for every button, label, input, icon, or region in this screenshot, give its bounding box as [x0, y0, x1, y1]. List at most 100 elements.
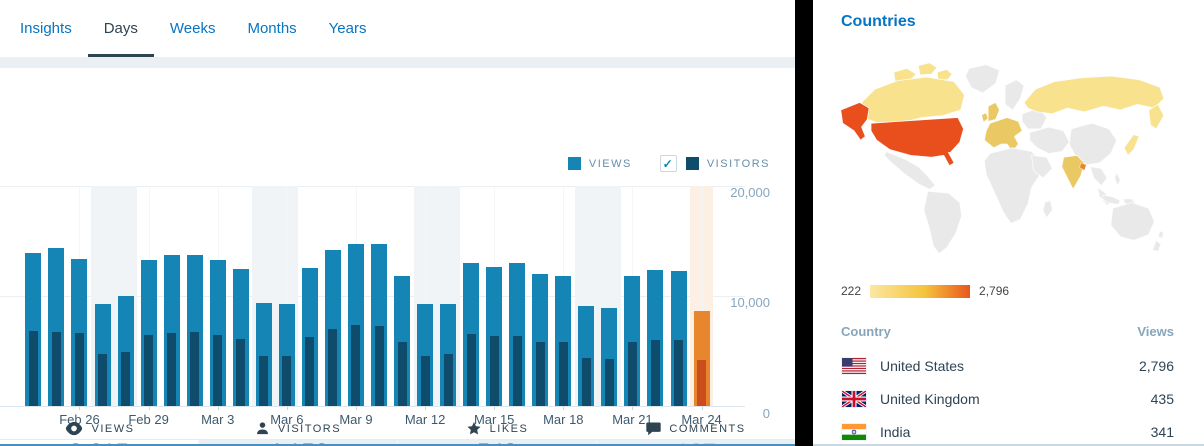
- tab-insights[interactable]: Insights: [4, 0, 88, 57]
- bar-visitors[interactable]: [74, 333, 84, 406]
- x-axis-tick: [217, 406, 219, 410]
- views-column-header: Views: [1137, 324, 1174, 339]
- comment-icon: [646, 421, 662, 436]
- summary-row: VIEWS 8,615 VISITORS 4,156 LIKES 542: [0, 421, 795, 446]
- star-icon: [466, 421, 482, 436]
- bar-visitors[interactable]: [98, 354, 108, 406]
- x-axis-label: Mar 24: [681, 412, 722, 427]
- bar-visitors[interactable]: [466, 334, 476, 406]
- bar-visitors[interactable]: [512, 336, 522, 406]
- bar-visitors[interactable]: [236, 339, 246, 406]
- x-axis-tick: [494, 406, 496, 410]
- stat-likes-value: 542: [477, 441, 517, 446]
- bar-visitors[interactable]: [650, 340, 660, 406]
- x-axis-tick: [148, 406, 150, 410]
- panel-gap: [0, 57, 795, 68]
- tab-days[interactable]: Days: [87, 0, 155, 57]
- india-flag-icon: [841, 422, 867, 441]
- checkbox-check-icon: ✓: [662, 156, 675, 171]
- bar-visitors[interactable]: [282, 356, 292, 406]
- countries-title: Countries: [841, 13, 916, 30]
- tab-years[interactable]: Years: [313, 0, 383, 57]
- x-axis-label: Mar 18: [543, 412, 584, 427]
- world-map-svg: [840, 62, 1165, 255]
- stat-likes-label: LIKES: [489, 422, 529, 435]
- country-views: 2,796: [1138, 357, 1174, 374]
- x-axis-label: Mar 21: [612, 412, 653, 427]
- countries-panel: Countries: [813, 0, 1204, 446]
- tab-insights-label: Insights: [20, 20, 72, 37]
- tab-years-label: Years: [328, 20, 367, 37]
- country-name: India: [880, 423, 911, 440]
- bar-visitors[interactable]: [167, 333, 177, 406]
- bar-visitors[interactable]: [535, 342, 545, 406]
- stat-visitors-label: VISITORS: [277, 422, 342, 435]
- x-axis-label: Mar 6: [270, 412, 304, 427]
- right-panel-bottom-border: [813, 444, 1204, 446]
- bar-visitors[interactable]: [351, 325, 361, 406]
- bar-visitors[interactable]: [51, 332, 61, 406]
- y-axis-label-10000: 10,000: [730, 295, 770, 310]
- y-axis-label-0: 0: [762, 406, 770, 421]
- chart-plot: [0, 186, 745, 407]
- x-axis-tick: [355, 406, 357, 410]
- table-row-united-states: United States 2,796: [841, 349, 1174, 382]
- country-name: United States: [880, 357, 965, 374]
- bar-visitors[interactable]: [674, 340, 684, 406]
- bar-visitors[interactable]: [121, 352, 131, 406]
- stat-tile-views[interactable]: VIEWS 8,615: [0, 421, 198, 446]
- stat-visitors-value: 4,156: [268, 441, 328, 446]
- period-tabbar: Insights Days Weeks Months Years: [0, 0, 795, 57]
- bar-visitors[interactable]: [627, 342, 637, 406]
- legend-visitors: ✓ VISITORS: [659, 155, 770, 172]
- bar-visitors[interactable]: [144, 335, 154, 406]
- x-axis-tick: [701, 406, 703, 410]
- x-axis-label: Mar 9: [339, 412, 373, 427]
- visitors-swatch-icon: [685, 157, 699, 170]
- stat-tile-comments[interactable]: COMMENTS 127: [596, 421, 795, 446]
- bar-visitors[interactable]: [420, 356, 430, 406]
- map-legend-gradient: [870, 284, 971, 298]
- visitors-checkbox[interactable]: ✓: [659, 155, 677, 172]
- bar-visitors[interactable]: [305, 337, 315, 406]
- map-legend-max: 2,796: [979, 284, 1010, 298]
- bar-visitors[interactable]: [328, 329, 338, 406]
- tab-weeks[interactable]: Weeks: [154, 0, 232, 57]
- bar-visitors[interactable]: [397, 342, 407, 406]
- bar-visitors[interactable]: [259, 356, 269, 406]
- bar-visitors[interactable]: [581, 358, 591, 406]
- bar-visitors[interactable]: [697, 360, 707, 406]
- map-legend: 222 2,796: [841, 284, 1009, 298]
- tab-days-label: Days: [103, 20, 138, 37]
- countries-table-header: Country Views: [841, 320, 1174, 349]
- stats-panel: Insights Days Weeks Months Years VIEWS ✓…: [0, 0, 795, 446]
- bar-visitors[interactable]: [374, 326, 384, 406]
- bar-visitors[interactable]: [558, 342, 568, 406]
- table-row-united-kingdom: United Kingdom 435: [841, 382, 1174, 415]
- x-axis-tick: [425, 406, 427, 410]
- world-map: [837, 54, 1177, 268]
- person-icon: [255, 421, 270, 436]
- bar-visitors[interactable]: [443, 354, 453, 406]
- tab-months[interactable]: Months: [231, 0, 312, 57]
- stat-tile-likes[interactable]: LIKES 542: [397, 421, 596, 446]
- legend-visitors-label: VISITORS: [706, 157, 770, 170]
- bar-visitors[interactable]: [28, 331, 38, 406]
- eye-icon: [64, 421, 84, 436]
- bar-visitors[interactable]: [489, 336, 499, 406]
- country-views: 341: [1150, 423, 1174, 440]
- left-panel-bottom-accent: [0, 444, 795, 446]
- x-axis-tick: [563, 406, 565, 410]
- bar-visitors[interactable]: [213, 335, 223, 406]
- bar-visitors[interactable]: [190, 332, 200, 406]
- table-row-india: India 341: [841, 415, 1174, 446]
- gridline-20000: [0, 186, 745, 187]
- vertical-gridline: [425, 186, 427, 406]
- panel-divider: [795, 0, 813, 446]
- x-axis-label: Mar 15: [473, 412, 515, 427]
- stat-tile-visitors[interactable]: VISITORS 4,156: [198, 422, 397, 446]
- us-flag-icon: [841, 356, 867, 375]
- bar-visitors[interactable]: [604, 359, 614, 406]
- views-swatch-icon: [567, 157, 581, 170]
- tab-months-label: Months: [247, 20, 297, 37]
